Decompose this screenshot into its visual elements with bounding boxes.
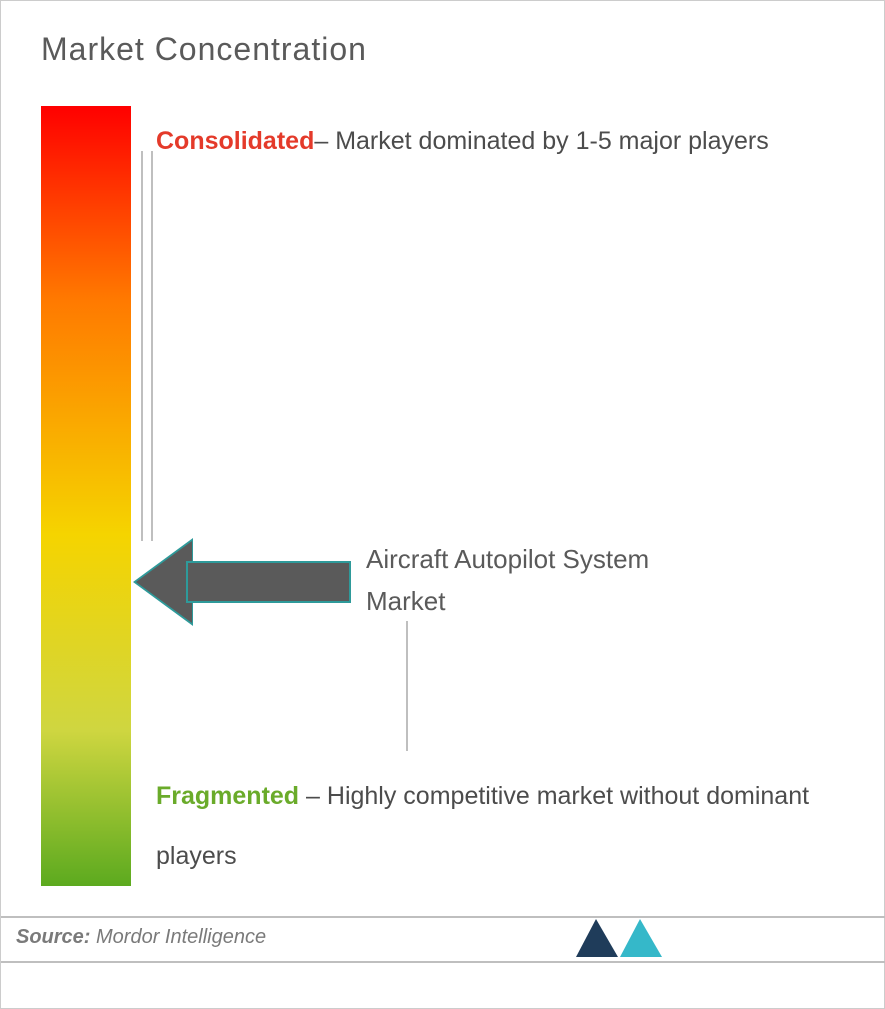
consolidated-block: Consolidated– Market dominated by 1-5 ma…: [156, 111, 846, 171]
source-value: Mordor Intelligence: [90, 926, 266, 948]
source-label: Source:: [16, 926, 90, 948]
divider: [1, 961, 885, 963]
page-title: Market Concentration: [41, 31, 367, 68]
mordor-logo-icon: [574, 917, 664, 959]
divider: [1, 916, 885, 918]
connector-line-label: [406, 621, 408, 751]
market-label: Aircraft Autopilot System Market: [366, 539, 666, 622]
arrow-shaft: [186, 561, 351, 603]
fragmented-block: Fragmented – Highly competitive market w…: [156, 766, 846, 886]
concentration-gradient-bar: [41, 106, 131, 886]
connector-line: [151, 151, 153, 541]
source-line: Source: Mordor Intelligence: [16, 926, 266, 949]
fragmented-key: Fragmented: [156, 782, 299, 810]
connector-line: [141, 151, 143, 541]
consolidated-desc: – Market dominated by 1-5 major players: [314, 127, 768, 155]
consolidated-key: Consolidated: [156, 127, 314, 155]
arrow-head-icon: [136, 541, 192, 623]
